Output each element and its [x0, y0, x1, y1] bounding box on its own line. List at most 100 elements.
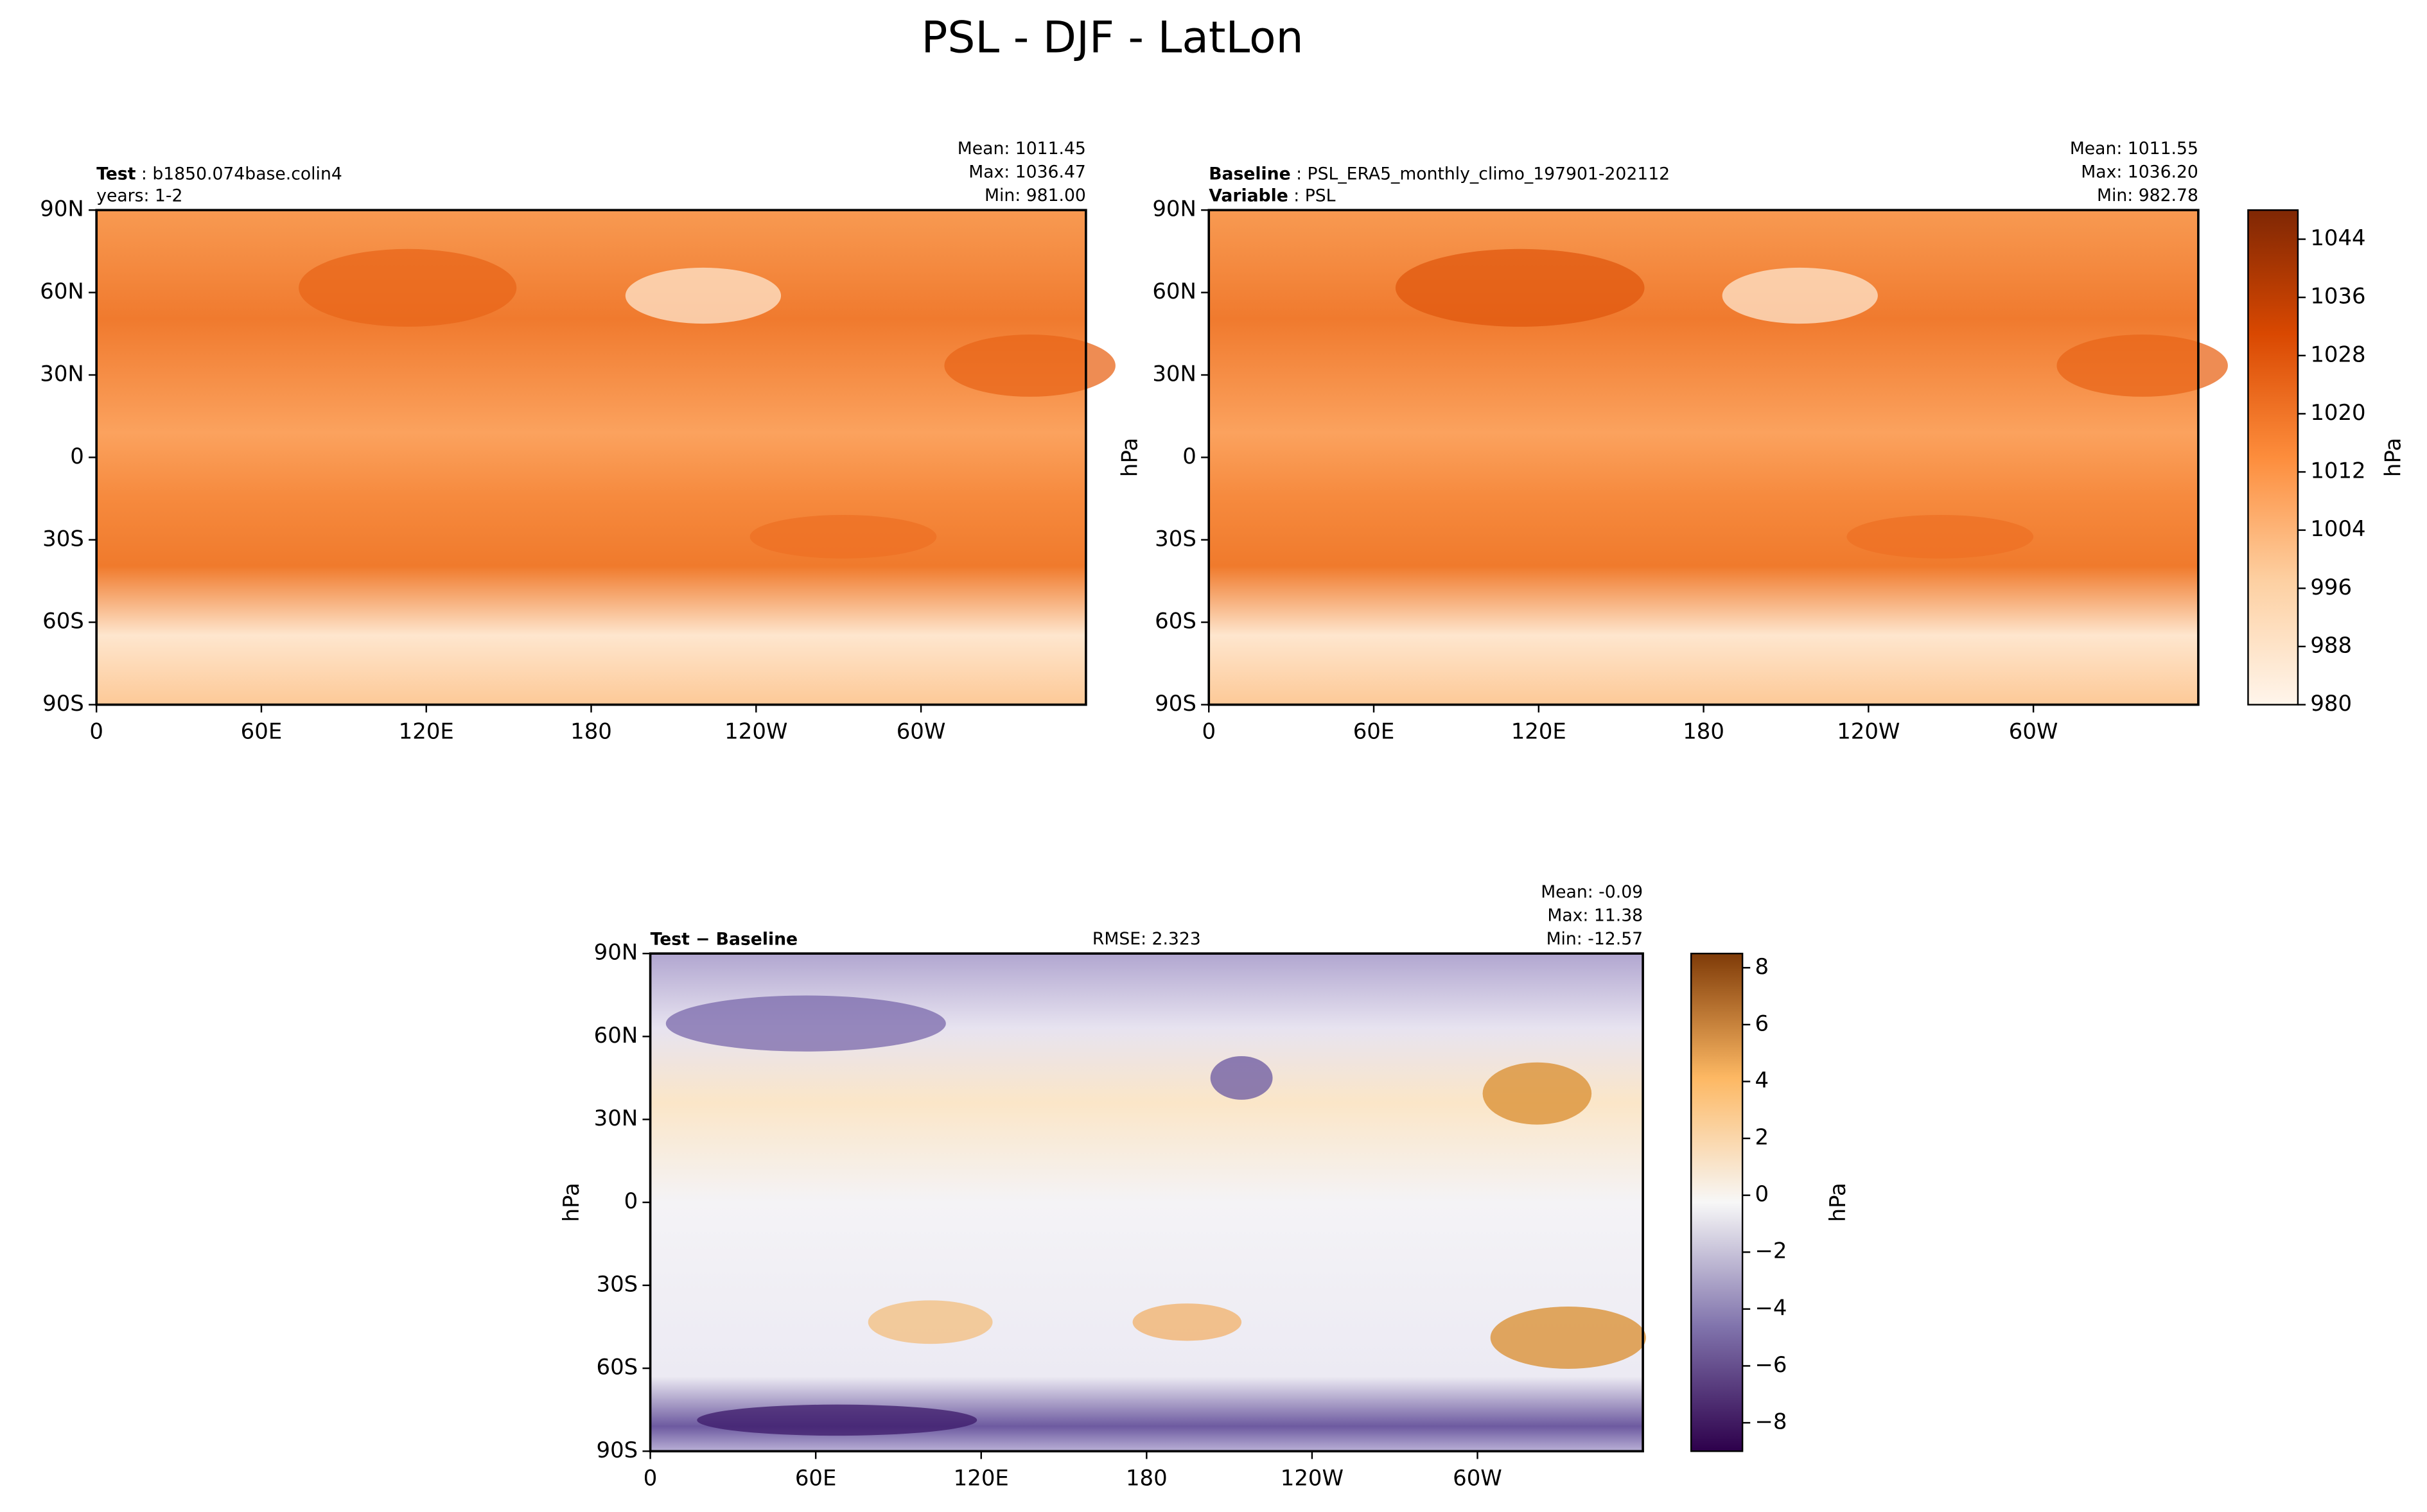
field-blob — [1210, 1056, 1273, 1100]
field-blob — [1482, 1062, 1592, 1125]
stat-line: Max: 1036.20 — [2081, 162, 2198, 182]
colorbar-tick-label: −4 — [1755, 1295, 1787, 1320]
x-tick-label: 60E — [795, 1465, 837, 1490]
x-tick-label: 120E — [399, 719, 454, 744]
colorbar-tick-label: −8 — [1755, 1409, 1787, 1434]
y-tick-label: 90N — [1152, 196, 1196, 222]
center-text: RMSE: 2.323 — [1092, 929, 1201, 949]
header-part: : PSL — [1288, 186, 1336, 205]
x-tick-label: 120E — [954, 1465, 1009, 1490]
header-part: : b1850.074base.colin4 — [136, 164, 342, 184]
stat-line: Mean: 1011.45 — [958, 139, 1086, 159]
field-blob — [1132, 1303, 1242, 1341]
x-tick-label: 0 — [644, 1465, 658, 1490]
y-tick-label: 60S — [1155, 609, 1196, 634]
y-tick-label: 0 — [70, 444, 84, 469]
y-tick-label: 30N — [594, 1106, 638, 1131]
y-tick-label: 30S — [42, 526, 84, 551]
field-blob — [625, 267, 782, 324]
stat-line: Max: 11.38 — [1547, 906, 1643, 926]
colorbar-tick-label: 6 — [1755, 1011, 1769, 1036]
x-tick-label: 0 — [1202, 719, 1216, 744]
header-line: Test − Baseline — [651, 929, 798, 949]
colorbar-tick-label: 1020 — [2310, 400, 2365, 425]
y-tick-label: 90S — [1155, 691, 1196, 716]
field-blob — [299, 248, 517, 327]
header-line: Baseline : PSL_ERA5_monthly_climo_197901… — [1209, 164, 1670, 184]
y-tick-label: 90N — [40, 196, 84, 222]
y-tick-label: 30N — [40, 361, 84, 387]
colorbar-tick-label: 1036 — [2310, 284, 2365, 309]
map-field — [96, 210, 1086, 705]
field-blob — [2056, 335, 2228, 397]
stat-line: Min: 982.78 — [2097, 186, 2198, 205]
x-tick-label: 60W — [1453, 1465, 1502, 1490]
y-tick-label: 60N — [1152, 279, 1196, 304]
field-blob — [697, 1404, 977, 1436]
stat-line: Min: 981.00 — [985, 186, 1086, 205]
colorbar-tick-label: 8 — [1755, 954, 1769, 979]
colorbar-tick-label: −6 — [1755, 1352, 1787, 1377]
colorbar-tick-label: 1028 — [2310, 342, 2365, 367]
y-tick-label: 30S — [597, 1271, 638, 1296]
x-tick-label: 60W — [897, 719, 946, 744]
colorbar-tick-label: 0 — [1755, 1181, 1769, 1206]
header-part: years: 1-2 — [96, 186, 182, 205]
colorbar-tick-label: 1012 — [2310, 458, 2365, 483]
x-tick-label: 120W — [1281, 1465, 1344, 1490]
field-blob — [868, 1300, 993, 1344]
y-tick-label: 90S — [597, 1438, 638, 1463]
header-line: years: 1-2 — [96, 186, 182, 205]
x-tick-label: 180 — [1683, 719, 1724, 744]
y-tick-label: 60S — [597, 1355, 638, 1380]
header-part: Test — [96, 164, 136, 184]
colorbar-tick-label: 996 — [2310, 575, 2352, 600]
x-tick-label: 120W — [724, 719, 787, 744]
field-blob — [1395, 248, 1645, 327]
header-part: : PSL_ERA5_monthly_climo_197901-202112 — [1291, 164, 1670, 184]
y-tick-label: 60N — [40, 279, 84, 304]
map-field — [1209, 210, 2198, 705]
colorbar-tick-label: 4 — [1755, 1068, 1769, 1093]
colorbar-tick-label: 2 — [1755, 1125, 1769, 1150]
colorbar-tick-label: 988 — [2310, 632, 2352, 657]
field-blob — [665, 995, 946, 1052]
y-tick-label: 60N — [594, 1023, 638, 1048]
y-tick-label: 0 — [624, 1188, 638, 1213]
stat-line: Mean: 1011.55 — [2070, 139, 2198, 159]
y-tick-label: 90N — [594, 940, 638, 965]
colorbar — [2247, 209, 2299, 706]
header-part: Test − Baseline — [651, 929, 798, 949]
x-tick-label: 120W — [1837, 719, 1900, 744]
colorbar-tick-label: 1004 — [2310, 516, 2365, 541]
stat-line: Max: 1036.47 — [968, 162, 1086, 182]
y-tick-label: 0 — [1182, 444, 1196, 469]
header-line: Variable : PSL — [1209, 186, 1335, 205]
colorbar-tick-label: −2 — [1755, 1238, 1787, 1264]
colorbar-label: hPa — [1825, 1183, 1850, 1222]
y-tick-label: 30N — [1152, 361, 1196, 387]
y-tick-label: 30S — [1155, 526, 1196, 551]
figure-title: PSL - DJF - LatLon — [921, 12, 1303, 63]
stat-line: Mean: -0.09 — [1541, 882, 1643, 902]
x-tick-label: 60E — [1353, 719, 1395, 744]
header-part: Baseline — [1209, 164, 1290, 184]
colorbar-tick-label: 1044 — [2310, 225, 2365, 250]
stat-line: Min: -12.57 — [1546, 929, 1643, 949]
y-tick-label: 90S — [42, 691, 84, 716]
x-tick-label: 180 — [1126, 1465, 1168, 1490]
colorbar-tick-label: 980 — [2310, 691, 2352, 716]
colorbar-label: hPa — [2381, 438, 2406, 477]
field-blob — [1846, 515, 2034, 559]
header-part: Variable — [1209, 186, 1288, 205]
field-blob — [1490, 1307, 1646, 1369]
header-line: Test : b1850.074base.colin4 — [96, 164, 342, 184]
x-tick-label: 120E — [1511, 719, 1566, 744]
colorbar — [1690, 952, 1744, 1452]
x-tick-label: 0 — [89, 719, 103, 744]
field-blob — [749, 515, 937, 559]
y-axis-label: hPa — [1117, 438, 1143, 477]
x-tick-label: 60W — [2009, 719, 2058, 744]
